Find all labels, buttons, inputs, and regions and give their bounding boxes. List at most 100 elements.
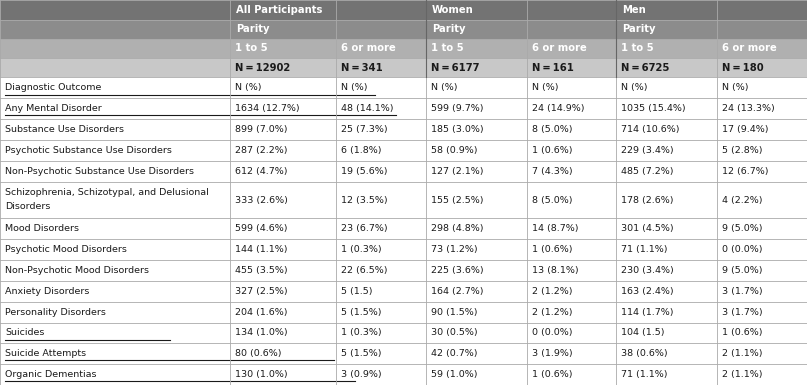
Text: 0 (0.0%): 0 (0.0%) bbox=[722, 245, 763, 254]
Text: Schizophrenia, Schizotypal, and Delusional: Schizophrenia, Schizotypal, and Delusion… bbox=[5, 188, 209, 197]
Bar bbox=[617, 364, 717, 385]
Bar bbox=[230, 343, 337, 364]
Bar bbox=[717, 98, 807, 119]
Bar bbox=[717, 323, 807, 343]
Text: Suicide Attempts: Suicide Attempts bbox=[5, 349, 86, 358]
Bar bbox=[230, 364, 337, 385]
Text: N = 6177: N = 6177 bbox=[431, 62, 479, 72]
Bar bbox=[426, 140, 527, 161]
Text: 104 (1.5): 104 (1.5) bbox=[621, 328, 665, 337]
Text: 229 (3.4%): 229 (3.4%) bbox=[621, 146, 674, 155]
Text: 3 (1.9%): 3 (1.9%) bbox=[532, 349, 572, 358]
Bar bbox=[617, 260, 717, 281]
Text: Suicides: Suicides bbox=[5, 328, 44, 337]
Bar bbox=[337, 58, 426, 77]
Text: 80 (0.6%): 80 (0.6%) bbox=[235, 349, 282, 358]
Text: 2 (1.2%): 2 (1.2%) bbox=[532, 287, 572, 296]
Bar bbox=[230, 323, 337, 343]
Text: Organic Dementias: Organic Dementias bbox=[5, 370, 97, 379]
Bar bbox=[717, 140, 807, 161]
Text: 42 (0.7%): 42 (0.7%) bbox=[431, 349, 478, 358]
Text: N = 6725: N = 6725 bbox=[621, 62, 670, 72]
Text: N (%): N (%) bbox=[341, 84, 368, 92]
Bar bbox=[337, 140, 426, 161]
Bar bbox=[527, 58, 617, 77]
Bar bbox=[230, 140, 337, 161]
Text: 58 (0.9%): 58 (0.9%) bbox=[431, 146, 478, 155]
Bar bbox=[617, 77, 717, 98]
Bar bbox=[0, 140, 230, 161]
Text: 5 (2.8%): 5 (2.8%) bbox=[722, 146, 763, 155]
Bar bbox=[617, 218, 717, 239]
Text: 24 (14.9%): 24 (14.9%) bbox=[532, 104, 584, 113]
Bar bbox=[527, 182, 617, 218]
Bar bbox=[527, 98, 617, 119]
Bar bbox=[617, 119, 717, 140]
Text: Non-Psychotic Mood Disorders: Non-Psychotic Mood Disorders bbox=[5, 266, 149, 275]
Bar bbox=[0, 260, 230, 281]
Bar bbox=[717, 182, 807, 218]
Bar bbox=[0, 98, 230, 119]
Text: 9 (5.0%): 9 (5.0%) bbox=[722, 266, 763, 275]
Bar bbox=[426, 364, 527, 385]
Text: 6 or more: 6 or more bbox=[532, 43, 587, 53]
Text: Men: Men bbox=[622, 5, 646, 15]
Text: Disorders: Disorders bbox=[5, 202, 50, 211]
Bar bbox=[0, 77, 230, 98]
Bar bbox=[426, 58, 527, 77]
Text: 6 or more: 6 or more bbox=[341, 43, 396, 53]
Text: 1 (0.3%): 1 (0.3%) bbox=[341, 245, 382, 254]
Text: 225 (3.6%): 225 (3.6%) bbox=[431, 266, 483, 275]
Text: 19 (5.6%): 19 (5.6%) bbox=[341, 167, 387, 176]
Bar bbox=[617, 161, 717, 182]
Text: 1035 (15.4%): 1035 (15.4%) bbox=[621, 104, 686, 113]
Text: 3 (0.9%): 3 (0.9%) bbox=[341, 370, 382, 379]
Bar bbox=[0, 119, 230, 140]
Bar bbox=[527, 161, 617, 182]
Text: N (%): N (%) bbox=[722, 84, 749, 92]
Bar bbox=[426, 98, 527, 119]
Text: 599 (4.6%): 599 (4.6%) bbox=[235, 224, 287, 233]
Text: 5 (1.5): 5 (1.5) bbox=[341, 287, 373, 296]
Text: 1 to 5: 1 to 5 bbox=[621, 43, 654, 53]
Text: 5 (1.5%): 5 (1.5%) bbox=[341, 349, 382, 358]
Text: 24 (13.3%): 24 (13.3%) bbox=[722, 104, 775, 113]
Bar bbox=[230, 182, 337, 218]
Text: 6 (1.8%): 6 (1.8%) bbox=[341, 146, 382, 155]
Bar bbox=[337, 161, 426, 182]
Bar bbox=[617, 302, 717, 323]
Bar bbox=[717, 218, 807, 239]
Text: N = 12902: N = 12902 bbox=[235, 62, 290, 72]
Bar bbox=[0, 20, 230, 39]
Bar bbox=[0, 239, 230, 260]
Text: 1 (0.6%): 1 (0.6%) bbox=[532, 245, 572, 254]
Bar bbox=[0, 58, 230, 77]
Text: 13 (8.1%): 13 (8.1%) bbox=[532, 266, 579, 275]
Text: 2 (1.1%): 2 (1.1%) bbox=[722, 370, 763, 379]
Text: 90 (1.5%): 90 (1.5%) bbox=[431, 308, 478, 316]
Text: 333 (2.6%): 333 (2.6%) bbox=[235, 196, 287, 204]
Bar bbox=[337, 343, 426, 364]
Text: 164 (2.7%): 164 (2.7%) bbox=[431, 287, 483, 296]
Text: 71 (1.1%): 71 (1.1%) bbox=[621, 370, 668, 379]
Bar bbox=[230, 20, 426, 39]
Text: 230 (3.4%): 230 (3.4%) bbox=[621, 266, 674, 275]
Text: 485 (7.2%): 485 (7.2%) bbox=[621, 167, 674, 176]
Bar bbox=[426, 182, 527, 218]
Text: Diagnostic Outcome: Diagnostic Outcome bbox=[5, 84, 102, 92]
Text: 48 (14.1%): 48 (14.1%) bbox=[341, 104, 394, 113]
Text: 185 (3.0%): 185 (3.0%) bbox=[431, 125, 483, 134]
Text: N (%): N (%) bbox=[431, 84, 458, 92]
Text: Non-Psychotic Substance Use Disorders: Non-Psychotic Substance Use Disorders bbox=[5, 167, 194, 176]
Bar bbox=[230, 39, 337, 58]
Text: 14 (8.7%): 14 (8.7%) bbox=[532, 224, 579, 233]
Text: 1 (0.3%): 1 (0.3%) bbox=[341, 328, 382, 337]
Text: 59 (1.0%): 59 (1.0%) bbox=[431, 370, 478, 379]
Bar bbox=[426, 20, 617, 39]
Bar bbox=[426, 260, 527, 281]
Text: Anxiety Disorders: Anxiety Disorders bbox=[5, 287, 90, 296]
Bar bbox=[337, 323, 426, 343]
Text: 612 (4.7%): 612 (4.7%) bbox=[235, 167, 287, 176]
Bar bbox=[617, 39, 717, 58]
Bar bbox=[717, 281, 807, 302]
